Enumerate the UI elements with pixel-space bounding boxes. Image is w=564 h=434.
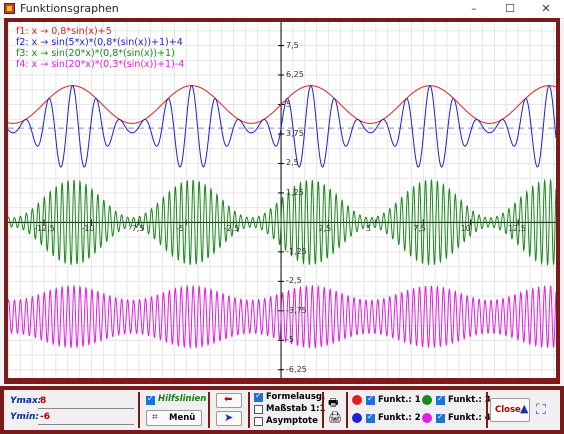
x-tick-label: -5: [176, 224, 185, 234]
funkt4-checkbox[interactable]: [436, 412, 445, 423]
x-tick-label: 2,5: [318, 224, 332, 234]
legend-f2: f2: x → sin(5*x)*(0,8*(sin(x))+1)+4: [16, 37, 183, 48]
hilfslinien-checkbox[interactable]: [146, 394, 155, 405]
funkt1-checkbox[interactable]: [366, 394, 375, 405]
arrow-left-red-button[interactable]: ⬅: [216, 393, 242, 408]
plot-frame: f1: x → 0,8*sin(x)+5 f2: x → sin(5*x)*(0…: [4, 18, 560, 384]
arrow-up-icon: ▲: [520, 402, 529, 415]
x-tick-label: -10: [81, 224, 95, 234]
fullscreen-icon[interactable]: ⛶: [536, 402, 546, 418]
menu-button[interactable]: ⌗ Menü: [146, 410, 202, 426]
hilfslinien-label: Hilfslinien: [158, 394, 207, 404]
funkt1-color-dot: [352, 395, 362, 405]
plot-area[interactable]: f1: x → 0,8*sin(x)+5 f2: x → sin(5*x)*(0…: [8, 22, 556, 378]
window-title: Funktionsgraphen: [20, 2, 119, 15]
y-tick-label: 6,25: [286, 70, 304, 80]
arrow-left-blue-button[interactable]: ➤: [216, 411, 242, 426]
maximize-button[interactable]: ☐: [505, 2, 515, 15]
minimize-button[interactable]: –: [471, 2, 477, 15]
toolbar: Ymax: 8 Ymin: -6 Hilfslinien ⌗ Menü ⬅ ➤ …: [0, 386, 564, 434]
curve-f4: [8, 284, 556, 350]
ymin-label: Ymin:: [10, 412, 39, 422]
y-tick-label: 7,5: [286, 40, 299, 50]
ymax-field[interactable]: 8: [40, 396, 47, 406]
x-tick-label: -2,5: [223, 224, 240, 234]
print-icon[interactable]: 🖶: [328, 396, 339, 409]
graph-canvas: [8, 22, 556, 378]
funkt2-label: Funkt.: 2: [378, 413, 421, 423]
y-tick-label: 1,25: [286, 187, 304, 197]
legend-f1: f1: x → 0,8*sin(x)+5: [16, 26, 112, 37]
formelausg-label: Formelausg.: [266, 392, 326, 402]
y-tick-label: 5: [286, 99, 292, 109]
x-tick-label: 5: [365, 224, 371, 234]
title-bar: Funktionsgraphen – ☐ ✕: [0, 0, 564, 19]
legend-f3: f3: x → sin(20*x)*(0,8*(sin(x))+1): [16, 48, 175, 59]
asymptote-label: Asymptote: [266, 416, 318, 426]
arrowhead-left-icon: ➤: [224, 411, 234, 424]
x-tick-label: -7,5: [128, 224, 145, 234]
funkt2-color-dot: [352, 413, 362, 423]
y-tick-label: -1,25: [286, 246, 307, 256]
arrow-left-icon: ⬅: [224, 394, 233, 405]
massstab-checkbox[interactable]: [254, 405, 263, 414]
y-tick-label: 3,75: [286, 128, 304, 138]
ymin-field[interactable]: -6: [40, 412, 50, 422]
x-tick-label: 7,5: [413, 224, 426, 234]
y-tick-label: -3,75: [286, 305, 307, 315]
x-tick-label: 12,5: [508, 224, 526, 234]
funkt3-checkbox[interactable]: [436, 394, 445, 405]
asymptote-checkbox[interactable]: [254, 417, 263, 426]
y-tick-label: -2,5: [286, 276, 302, 286]
close-window-button[interactable]: ✕: [541, 2, 551, 15]
close-button[interactable]: Close ▲: [490, 398, 530, 422]
x-tick-label: -12,5: [34, 224, 55, 234]
curve-f2: [8, 85, 556, 168]
print-settings-icon[interactable]: 🖨: [328, 411, 342, 424]
grid-icon: ⌗: [152, 412, 158, 423]
curve-f1: [8, 85, 556, 124]
function-curves: [8, 85, 556, 350]
ymax-label: Ymax:: [10, 396, 42, 406]
funkt4-color-dot: [422, 413, 432, 423]
curve-f3: [8, 178, 556, 267]
funkt2-checkbox[interactable]: [366, 412, 375, 423]
legend-f4: f4: x → sin(20*x)*(0,3*(sin(x))+1)-4: [16, 59, 185, 70]
y-tick-label: 2,5: [286, 158, 299, 168]
funkt3-label: Funkt.: 3: [448, 395, 491, 405]
funkt1-label: Funkt.: 1: [378, 395, 421, 405]
y-tick-label: -6,25: [286, 364, 307, 374]
x-tick-label: 10: [460, 224, 471, 234]
formelausg-checkbox[interactable]: [254, 391, 263, 402]
app-icon: [4, 3, 15, 14]
y-tick-label: -5: [286, 335, 295, 345]
massstab-label: Maßstab 1:1: [266, 404, 326, 414]
funkt3-color-dot: [422, 395, 432, 405]
funkt4-label: Funkt.: 4: [448, 413, 491, 423]
